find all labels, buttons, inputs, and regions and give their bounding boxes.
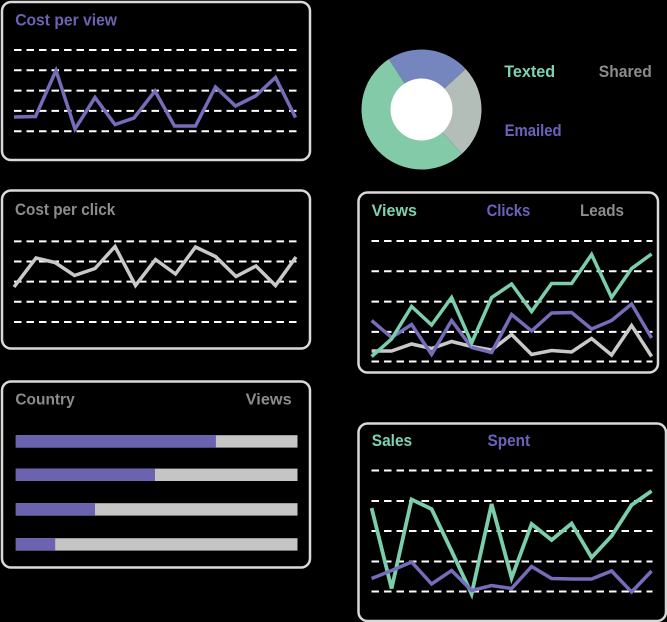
svg-text:Country: Country [15,391,75,408]
svg-text:Spent: Spent [488,431,531,450]
svg-text:Cost per click: Cost per click [15,200,116,219]
svg-text:Texted: Texted [504,62,555,81]
svg-text:Views: Views [372,201,417,220]
svg-text:Sales: Sales [372,431,412,450]
svg-text:Emailed: Emailed [505,121,562,140]
svg-text:Cost per view: Cost per view [15,10,118,29]
svg-text:Leads: Leads [580,201,624,220]
svg-text:Shared: Shared [599,62,652,81]
svg-text:Views: Views [246,391,292,408]
svg-text:Clicks: Clicks [487,201,531,220]
